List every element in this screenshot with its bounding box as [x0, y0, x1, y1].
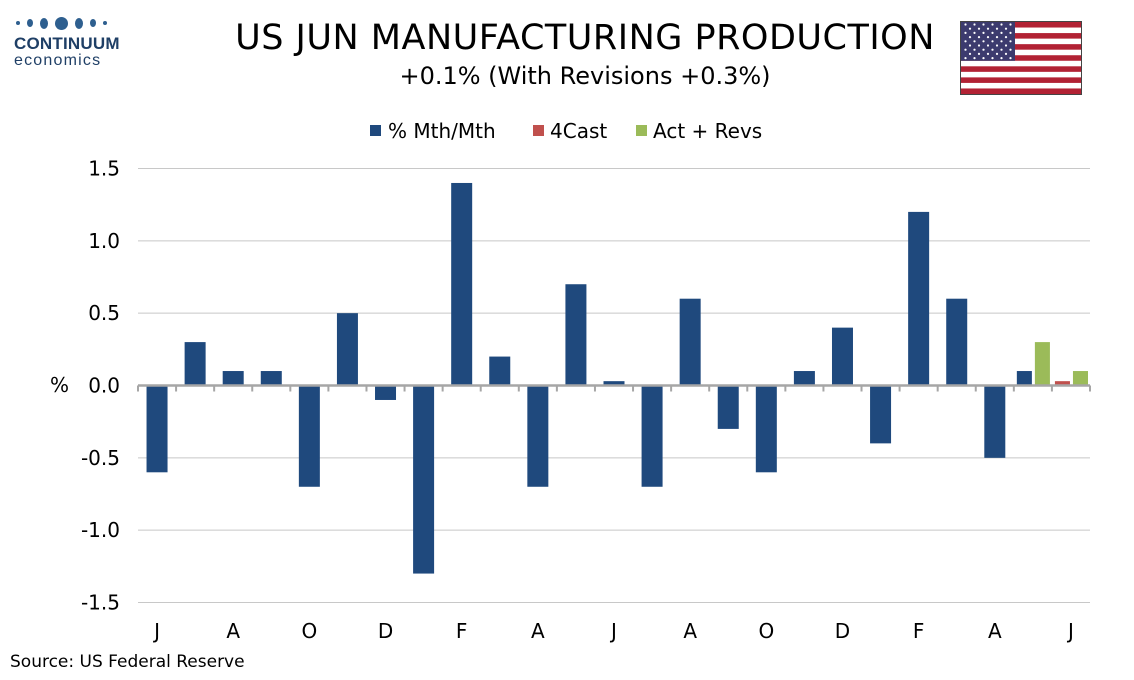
- legend-label-rev: Act + Revs: [653, 119, 762, 143]
- bar-act-revs: [1034, 342, 1050, 386]
- x-tick-label: O: [301, 619, 317, 643]
- x-tick-label: O: [758, 619, 774, 643]
- bar-mth: [603, 381, 625, 386]
- legend-swatch-fcast: [533, 125, 544, 136]
- y-tick-label: -1.0: [81, 518, 120, 542]
- bar-mth: [413, 385, 435, 574]
- bar-mth: [793, 371, 815, 386]
- chart-subtitle: +0.1% (With Revisions +0.3%): [399, 62, 771, 90]
- bar-mth: [451, 182, 473, 386]
- bar-mth: [755, 385, 777, 473]
- bar-act-revs: [1072, 371, 1088, 386]
- gridlines: 1.5 1.0 0.5 0.0 -0.5 -1.0 -1.5: [81, 157, 1090, 615]
- legend-swatch-mth: [370, 125, 381, 136]
- bars: [146, 182, 1088, 574]
- y-tick-label: 0.5: [88, 301, 120, 325]
- logo-sub: economics: [14, 52, 102, 69]
- us-flag-icon: [960, 21, 1082, 95]
- bar-mth: [184, 342, 206, 386]
- x-tick-label: D: [835, 619, 850, 643]
- x-tick-label: A: [988, 619, 1002, 643]
- bar-mth: [146, 385, 168, 473]
- logo-dots-icon: [14, 14, 134, 32]
- logo: CONTINUUM economics: [14, 14, 134, 70]
- bar-mth: [641, 385, 663, 487]
- legend-label-mth: % Mth/Mth: [388, 119, 496, 143]
- x-tick-label: J: [1066, 619, 1074, 643]
- chart-title: US JUN MANUFACTURING PRODUCTION: [235, 18, 935, 58]
- y-tick-label: -1.5: [81, 591, 120, 615]
- x-tick-label: A: [531, 619, 545, 643]
- y-tick-label: 1.5: [88, 157, 120, 181]
- bar-mth: [1016, 371, 1032, 386]
- bar-4cast: [1054, 381, 1070, 386]
- x-tick-label: F: [456, 619, 468, 643]
- x-tick-label: J: [609, 619, 617, 643]
- bar-mth: [565, 284, 587, 386]
- logo-name: CONTINUUM: [14, 34, 120, 53]
- bar-mth: [984, 385, 1006, 458]
- bar-mth: [908, 211, 930, 386]
- bar-mth: [298, 385, 320, 487]
- legend: % Mth/Mth 4Cast Act + Revs: [370, 119, 762, 143]
- bar-mth: [679, 298, 701, 386]
- source-note: Source: US Federal Reserve: [10, 652, 245, 672]
- bar-mth: [375, 385, 397, 400]
- bar-mth: [831, 327, 853, 386]
- x-tick-label: J: [152, 619, 160, 643]
- bar-mth: [870, 385, 892, 444]
- bar-mth: [946, 298, 968, 386]
- bar-mth: [336, 313, 358, 386]
- bar-mth: [717, 385, 739, 429]
- bar-mth: [222, 371, 244, 386]
- x-tick-label: A: [226, 619, 240, 643]
- legend-label-fcast: 4Cast: [550, 119, 607, 143]
- bar-mth: [527, 385, 549, 487]
- y-tick-label: 0.0: [88, 374, 120, 398]
- y-axis-label: %: [50, 373, 69, 397]
- bar-mth: [489, 356, 511, 386]
- y-tick-label: -0.5: [81, 446, 120, 470]
- x-tick-label: A: [683, 619, 697, 643]
- x-tick-label: D: [378, 619, 393, 643]
- y-tick-label: 1.0: [88, 229, 120, 253]
- legend-swatch-rev: [636, 125, 647, 136]
- bar-mth: [260, 371, 282, 386]
- x-tick-label: F: [913, 619, 925, 643]
